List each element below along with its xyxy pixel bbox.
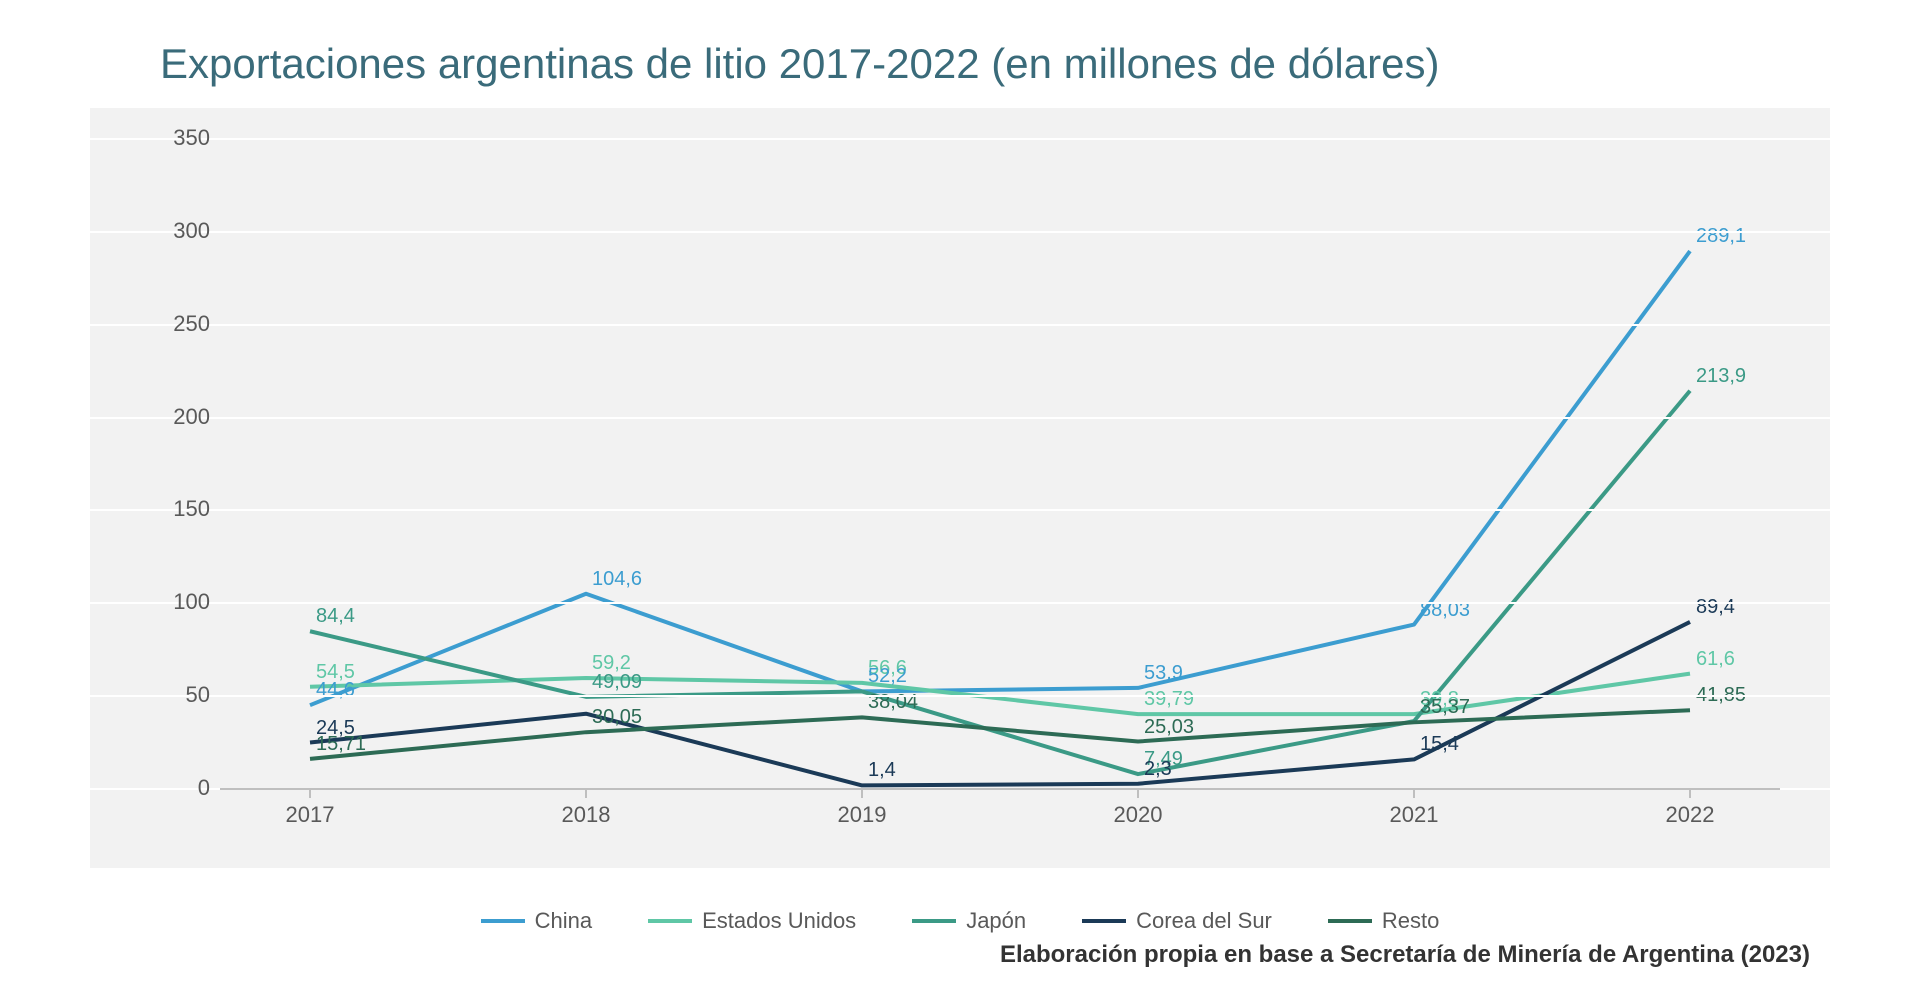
legend-label: China — [535, 908, 592, 934]
x-tick-label: 2018 — [562, 802, 611, 828]
data-label: 15,4 — [1420, 733, 1459, 756]
data-label: 52,2 — [868, 665, 907, 688]
series-line-japón — [310, 391, 1690, 774]
legend-label: Japón — [966, 908, 1026, 934]
chart-container: 44,6104,653,988,03289,154,559,256,639,79… — [90, 108, 1830, 868]
chart-title: Exportaciones argentinas de litio 2017-2… — [160, 40, 1830, 88]
gridline — [90, 695, 1830, 697]
data-label: 49,09 — [592, 671, 642, 694]
legend-item: China — [481, 908, 592, 934]
legend-item: Estados Unidos — [648, 908, 856, 934]
gridline — [90, 138, 1830, 140]
chart-lines — [220, 138, 1780, 788]
data-label: 1,4 — [868, 759, 896, 782]
legend-swatch — [648, 919, 692, 923]
data-label: 54,5 — [316, 661, 355, 684]
gridline — [90, 324, 1830, 326]
legend-item: Resto — [1328, 908, 1439, 934]
y-tick-label: 300 — [110, 218, 210, 244]
data-label: 30,05 — [592, 706, 642, 729]
x-tick-mark — [309, 788, 311, 798]
data-label: 15,71 — [316, 733, 366, 756]
data-label: 104,6 — [592, 568, 642, 591]
chart-plot-area: 44,6104,653,988,03289,154,559,256,639,79… — [220, 138, 1780, 788]
y-tick-label: 350 — [110, 125, 210, 151]
legend-swatch — [1082, 919, 1126, 923]
legend-swatch — [1328, 919, 1372, 923]
data-label: 39,79 — [1144, 688, 1194, 711]
data-label: 2,3 — [1144, 758, 1172, 781]
legend-label: Estados Unidos — [702, 908, 856, 934]
x-tick-label: 2020 — [1114, 802, 1163, 828]
x-tick-mark — [1689, 788, 1691, 798]
legend-item: Corea del Sur — [1082, 908, 1272, 934]
x-tick-label: 2019 — [838, 802, 887, 828]
legend-label: Resto — [1382, 908, 1439, 934]
y-tick-label: 100 — [110, 589, 210, 615]
legend-swatch — [912, 919, 956, 923]
gridline — [90, 417, 1830, 419]
x-tick-mark — [1137, 788, 1139, 798]
data-label: 25,03 — [1144, 716, 1194, 739]
data-label: 213,9 — [1696, 365, 1746, 388]
data-label: 289,1 — [1696, 225, 1746, 248]
x-tick-mark — [861, 788, 863, 798]
gridline — [90, 509, 1830, 511]
x-tick-label: 2022 — [1666, 802, 1715, 828]
data-label: 61,6 — [1696, 648, 1735, 671]
gridline — [90, 231, 1830, 233]
y-tick-label: 150 — [110, 496, 210, 522]
data-label: 53,9 — [1144, 662, 1183, 685]
legend-label: Corea del Sur — [1136, 908, 1272, 934]
legend-swatch — [481, 919, 525, 923]
y-tick-label: 250 — [110, 311, 210, 337]
x-tick-mark — [1413, 788, 1415, 798]
gridline — [90, 602, 1830, 604]
data-label: 35,37 — [1420, 696, 1470, 719]
source-note: Elaboración propia en base a Secretaría … — [1000, 941, 1810, 969]
data-label: 84,4 — [316, 605, 355, 628]
x-axis-line — [220, 788, 1780, 790]
x-tick-label: 2021 — [1390, 802, 1439, 828]
x-tick-mark — [585, 788, 587, 798]
chart-legend: China Estados Unidos Japón Corea del Sur Res… — [90, 903, 1830, 934]
legend-item: Japón — [912, 908, 1026, 934]
y-tick-label: 0 — [110, 775, 210, 801]
x-tick-label: 2017 — [286, 802, 335, 828]
y-tick-label: 50 — [110, 682, 210, 708]
data-label: 89,4 — [1696, 596, 1735, 619]
y-tick-label: 200 — [110, 404, 210, 430]
page-root: Exportaciones argentinas de litio 2017-2… — [0, 0, 1920, 999]
